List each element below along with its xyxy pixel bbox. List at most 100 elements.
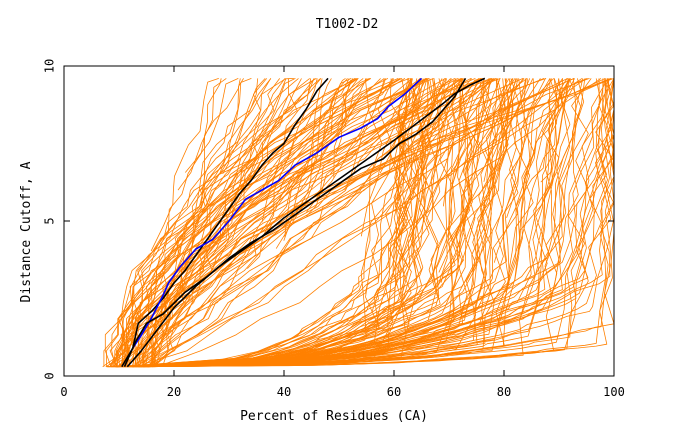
background-series-line bbox=[493, 78, 588, 263]
background-series-line bbox=[123, 78, 445, 368]
background-series-line bbox=[138, 78, 592, 368]
background-series-line bbox=[134, 78, 427, 368]
x-tick-label: 100 bbox=[603, 385, 625, 399]
background-series-line bbox=[134, 78, 364, 367]
background-series-line bbox=[125, 78, 462, 368]
background-series-line bbox=[127, 78, 322, 367]
background-series-line bbox=[152, 78, 484, 367]
background-series-line bbox=[284, 78, 323, 238]
highlight-series-black-2 bbox=[126, 77, 486, 368]
background-series-line bbox=[306, 78, 356, 217]
highlight-series-black-1 bbox=[121, 77, 329, 368]
y-axis-label: Distance Cutoff, A bbox=[19, 161, 34, 302]
background-series-line bbox=[151, 78, 456, 367]
background-series-line bbox=[123, 78, 485, 367]
highlight-series-blue bbox=[132, 77, 423, 349]
background-series-line bbox=[149, 78, 272, 367]
background-series-line bbox=[148, 78, 435, 368]
x-tick-label: 80 bbox=[497, 385, 511, 399]
x-tick-label: 0 bbox=[60, 385, 67, 399]
background-series-line bbox=[275, 78, 371, 249]
background-series-line bbox=[379, 78, 412, 174]
background-series-line bbox=[141, 78, 428, 367]
background-series-line bbox=[136, 78, 497, 368]
background-series-line bbox=[360, 78, 421, 237]
background-series-line bbox=[130, 78, 604, 368]
background-series-line bbox=[121, 78, 615, 368]
background-series-line bbox=[247, 78, 318, 269]
background-series-line bbox=[408, 78, 464, 259]
background-series-line bbox=[133, 78, 528, 368]
background-series-line bbox=[137, 78, 527, 368]
background-series-line bbox=[111, 78, 321, 367]
background-series-line bbox=[449, 78, 493, 196]
background-series-line bbox=[120, 78, 406, 367]
background-series-line bbox=[145, 78, 350, 367]
highlight-series-black-3 bbox=[123, 77, 467, 368]
background-series-line bbox=[139, 78, 560, 368]
background-series-line bbox=[293, 78, 332, 199]
background-series-line bbox=[140, 78, 571, 368]
background-series-line bbox=[128, 78, 551, 368]
background-series-line bbox=[180, 78, 244, 276]
background-series-line bbox=[114, 78, 416, 368]
background-series-line bbox=[117, 78, 447, 368]
background-series-line bbox=[540, 78, 571, 183]
background-series-line bbox=[236, 78, 294, 194]
background-series-line bbox=[104, 78, 402, 367]
background-series-line bbox=[122, 78, 399, 367]
background-series-line bbox=[142, 78, 493, 368]
background-series-line bbox=[119, 78, 510, 368]
background-series-line bbox=[145, 78, 463, 367]
background-series-line bbox=[523, 78, 568, 181]
x-tick-label: 60 bbox=[387, 385, 401, 399]
background-series-line bbox=[463, 78, 513, 212]
background-series-line bbox=[131, 78, 558, 368]
background-series-line bbox=[333, 78, 359, 178]
background-series-line bbox=[440, 78, 501, 283]
background-series-line bbox=[412, 78, 462, 194]
y-tick-label: 5 bbox=[43, 217, 57, 224]
background-series-line bbox=[123, 78, 434, 367]
background-series-line bbox=[149, 78, 433, 368]
background-series-line bbox=[117, 78, 408, 368]
background-series-line bbox=[127, 78, 286, 367]
background-series-line bbox=[121, 78, 463, 368]
background-series-line bbox=[135, 78, 514, 368]
background-series-line bbox=[117, 78, 356, 367]
background-series-line bbox=[125, 78, 490, 368]
background-series-line bbox=[133, 78, 577, 368]
background-series-line bbox=[123, 78, 485, 368]
background-series-line bbox=[116, 78, 427, 368]
y-axis-ticks: 0 5 10 bbox=[43, 59, 614, 380]
background-series-line bbox=[120, 78, 299, 367]
background-series-line bbox=[151, 78, 412, 368]
background-series-line bbox=[150, 78, 464, 368]
y-tick-label: 0 bbox=[43, 372, 57, 379]
background-series-line bbox=[125, 78, 615, 368]
background-series-line bbox=[517, 78, 575, 252]
y-tick-label: 10 bbox=[43, 59, 57, 73]
background-series-line bbox=[113, 78, 464, 368]
background-series-line bbox=[184, 78, 239, 173]
background-series-line bbox=[127, 78, 272, 367]
highlight-series-group bbox=[121, 77, 486, 368]
background-series-line bbox=[125, 78, 419, 368]
background-series-line bbox=[443, 78, 501, 207]
background-series-line bbox=[229, 78, 296, 214]
background-series-line bbox=[115, 78, 401, 367]
background-series-line bbox=[138, 78, 476, 367]
background-series-line bbox=[496, 78, 524, 172]
background-series-line bbox=[132, 78, 389, 367]
background-series-line bbox=[283, 78, 352, 241]
x-tick-label: 40 bbox=[277, 385, 291, 399]
background-series-line bbox=[130, 78, 427, 367]
background-series-line bbox=[138, 78, 600, 368]
background-series-group bbox=[102, 78, 615, 368]
background-series-line bbox=[150, 78, 219, 252]
background-series-line bbox=[135, 78, 525, 368]
background-series-line bbox=[110, 78, 575, 367]
background-series-line bbox=[145, 78, 615, 368]
background-series-line bbox=[159, 78, 222, 245]
